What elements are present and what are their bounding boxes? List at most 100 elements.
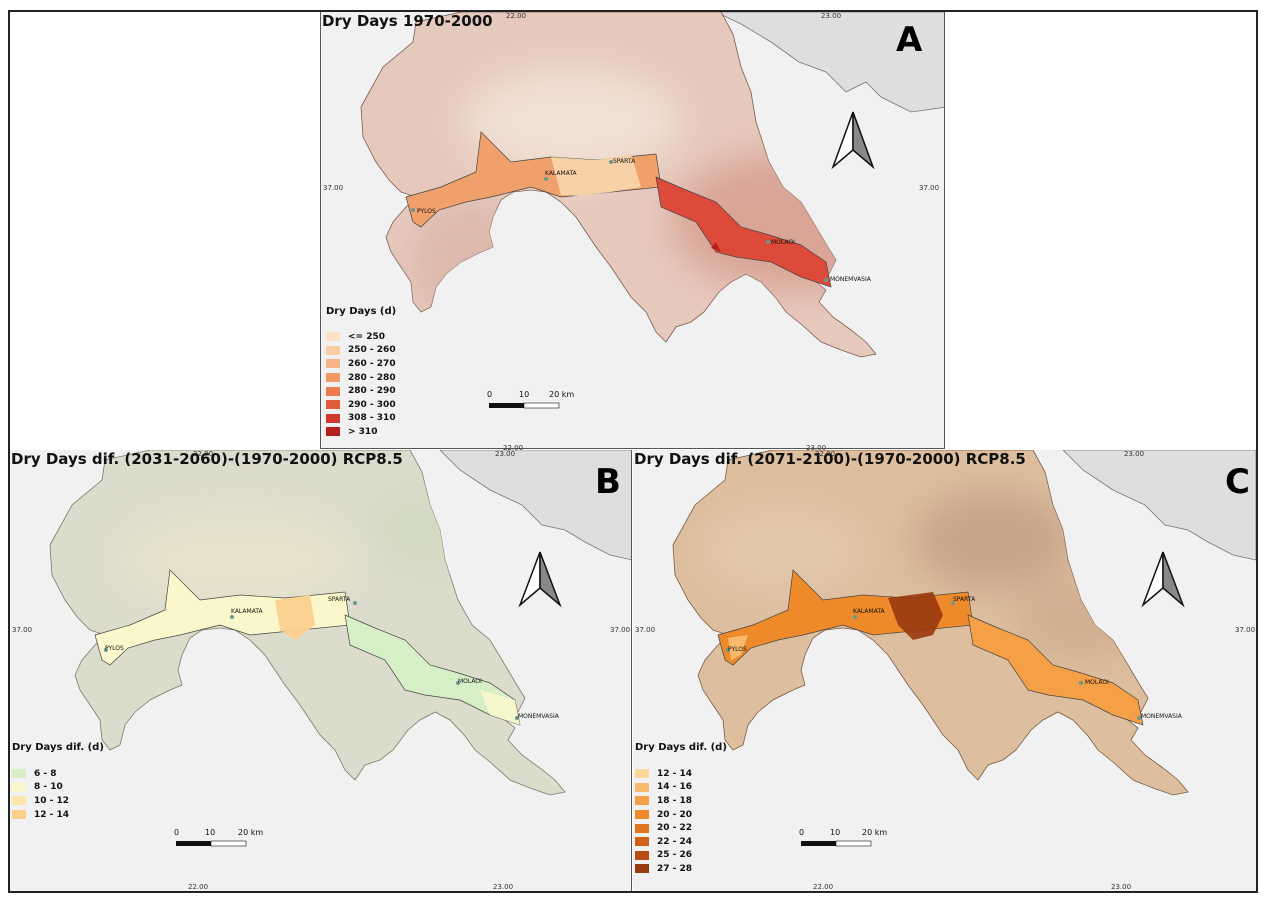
legend-swatch [326,345,340,355]
legend-title-a: Dry Days (d) [326,306,397,317]
north-arrow-b [518,551,562,608]
scale-twenty-c: 20 km [862,828,888,837]
coord-bottom-c: 22.00 [813,883,834,891]
city-monemvasia-b: MONEMVASIA [518,713,559,720]
legend-swatch [635,837,649,847]
city-molaoi-c: MOLAOI [1085,679,1109,686]
legend-title-b: Dry Days dif. (d) [12,742,104,753]
legend-item: 25 - 26 [635,849,692,863]
attica-land [715,12,944,113]
legend-swatch [12,810,26,820]
legend-swatch [635,864,649,874]
legend-item: 308 - 310 [326,412,396,426]
legend-b: 6 - 8 8 - 10 10 - 12 12 - 14 [12,767,69,821]
legend-c: 12 - 14 14 - 16 18 - 18 20 - 20 20 - 22 … [635,767,692,876]
scale-zero-b: 0 [174,828,180,837]
panel-a-letter: A [896,20,923,60]
legend-swatch [12,769,26,779]
city-pylos-b: PYLOS [105,645,124,652]
legend-label: 12 - 14 [657,768,693,779]
legend-item: 6 - 8 [12,767,69,781]
legend-swatch [635,769,649,779]
map-c [672,450,1256,847]
legend-item: 12 - 14 [12,808,69,822]
scale-zero-c: 0 [799,828,805,837]
legend-swatch [326,427,340,437]
coord-top-right-a: 23.00 [821,12,842,20]
legend-item: 14 - 16 [635,781,692,795]
legend-label: 18 - 18 [657,795,693,806]
scale-twenty-a: 20 km [549,390,575,399]
panel-b-letter: B [595,462,621,502]
corridor-east-a [655,176,832,288]
legend-label: 14 - 16 [657,782,693,793]
panel-c: Dry Days dif. (2071-2100)-(1970-2000) RC… [633,450,1256,891]
legend-label: 20 - 20 [657,809,693,820]
legend-swatch [326,373,340,383]
corridor-tip-c [728,635,748,660]
legend-swatch [635,823,649,833]
legend-item: 20 - 22 [635,821,692,835]
city-dots-c [726,601,1141,720]
city-monemvasia-c: MONEMVASIA [1141,713,1182,720]
legend-swatch [326,400,340,410]
legend-item: 260 - 270 [326,357,396,371]
legend-label: 20 - 22 [657,823,693,834]
legend-swatch [635,810,649,820]
city-kalamata-a: KALAMATA [545,170,577,177]
legend-swatch [12,796,26,806]
north-arrow-c [1141,551,1185,608]
coord-bottom-a: 22.00 [503,444,524,452]
scale-bar-c [801,840,872,847]
legend-item: 290 - 300 [326,398,396,412]
city-dots-b [104,601,519,720]
corridor-tip-a [711,242,721,252]
city-monemvasia-a: MONEMVASIA [830,276,871,283]
corridor-east-c [967,614,1144,726]
scale-twenty-b: 20 km [238,828,264,837]
city-kalamata-c: KALAMATA [853,608,885,615]
lat-left-c: 37.00 [635,626,656,634]
city-sparta-b: SPARTA [328,596,351,603]
scale-ten-b: 10 [205,828,216,837]
city-sparta-a: SPARTA [613,158,636,165]
coord-top-b: 22.00 [193,450,214,458]
corridor-mid-c [888,592,943,640]
scale-ten-a: 10 [519,390,530,399]
legend-a: <= 250 250 - 260 260 - 270 280 - 280 280… [326,330,396,439]
legend-label: 280 - 290 [348,386,396,397]
legend-item: <= 250 [326,330,396,344]
legend-swatch [12,782,26,792]
legend-item: 10 - 12 [12,794,69,808]
legend-swatch [326,359,340,369]
map-b [49,450,631,847]
legend-label: 308 - 310 [348,413,396,424]
coord-bottom-right-c: 23.00 [1111,883,1132,891]
lat-right-b: 37.00 [610,626,631,634]
coord-bottom-right-a: 23.00 [806,444,827,452]
coord-top-a: 22.00 [506,12,527,20]
legend-label: 250 - 260 [348,345,396,356]
corridor-mid-a [551,154,641,196]
scale-bar-a [489,402,560,409]
panel-a-title: Dry Days 1970-2000 [322,12,493,30]
lat-left-b: 37.00 [12,626,33,634]
legend-item: 12 - 14 [635,767,692,781]
legend-label: 260 - 270 [348,358,396,369]
legend-item: 18 - 18 [635,794,692,808]
panel-a: Dry Days 1970-2000 A 22.00 23.00 37.00 3… [320,12,945,449]
panel-b-title: Dry Days dif. (2031-2060)-(1970-2000) RC… [11,450,403,468]
legend-label: <= 250 [348,331,386,342]
lat-left-a: 37.00 [323,184,344,192]
legend-label: 290 - 300 [348,399,396,410]
corridor-tip-b [480,690,520,725]
scale-bar-b [176,840,247,847]
legend-item: 280 - 280 [326,371,396,385]
coord-top-right-b: 23.00 [495,450,516,458]
city-sparta-c: SPARTA [953,596,976,603]
scale-zero-a: 0 [487,390,493,399]
city-dots-a [411,160,828,282]
legend-item: > 310 [326,425,396,439]
city-molaoi-b: MOLAOI [458,678,482,685]
coord-bottom-b: 22.00 [188,883,209,891]
